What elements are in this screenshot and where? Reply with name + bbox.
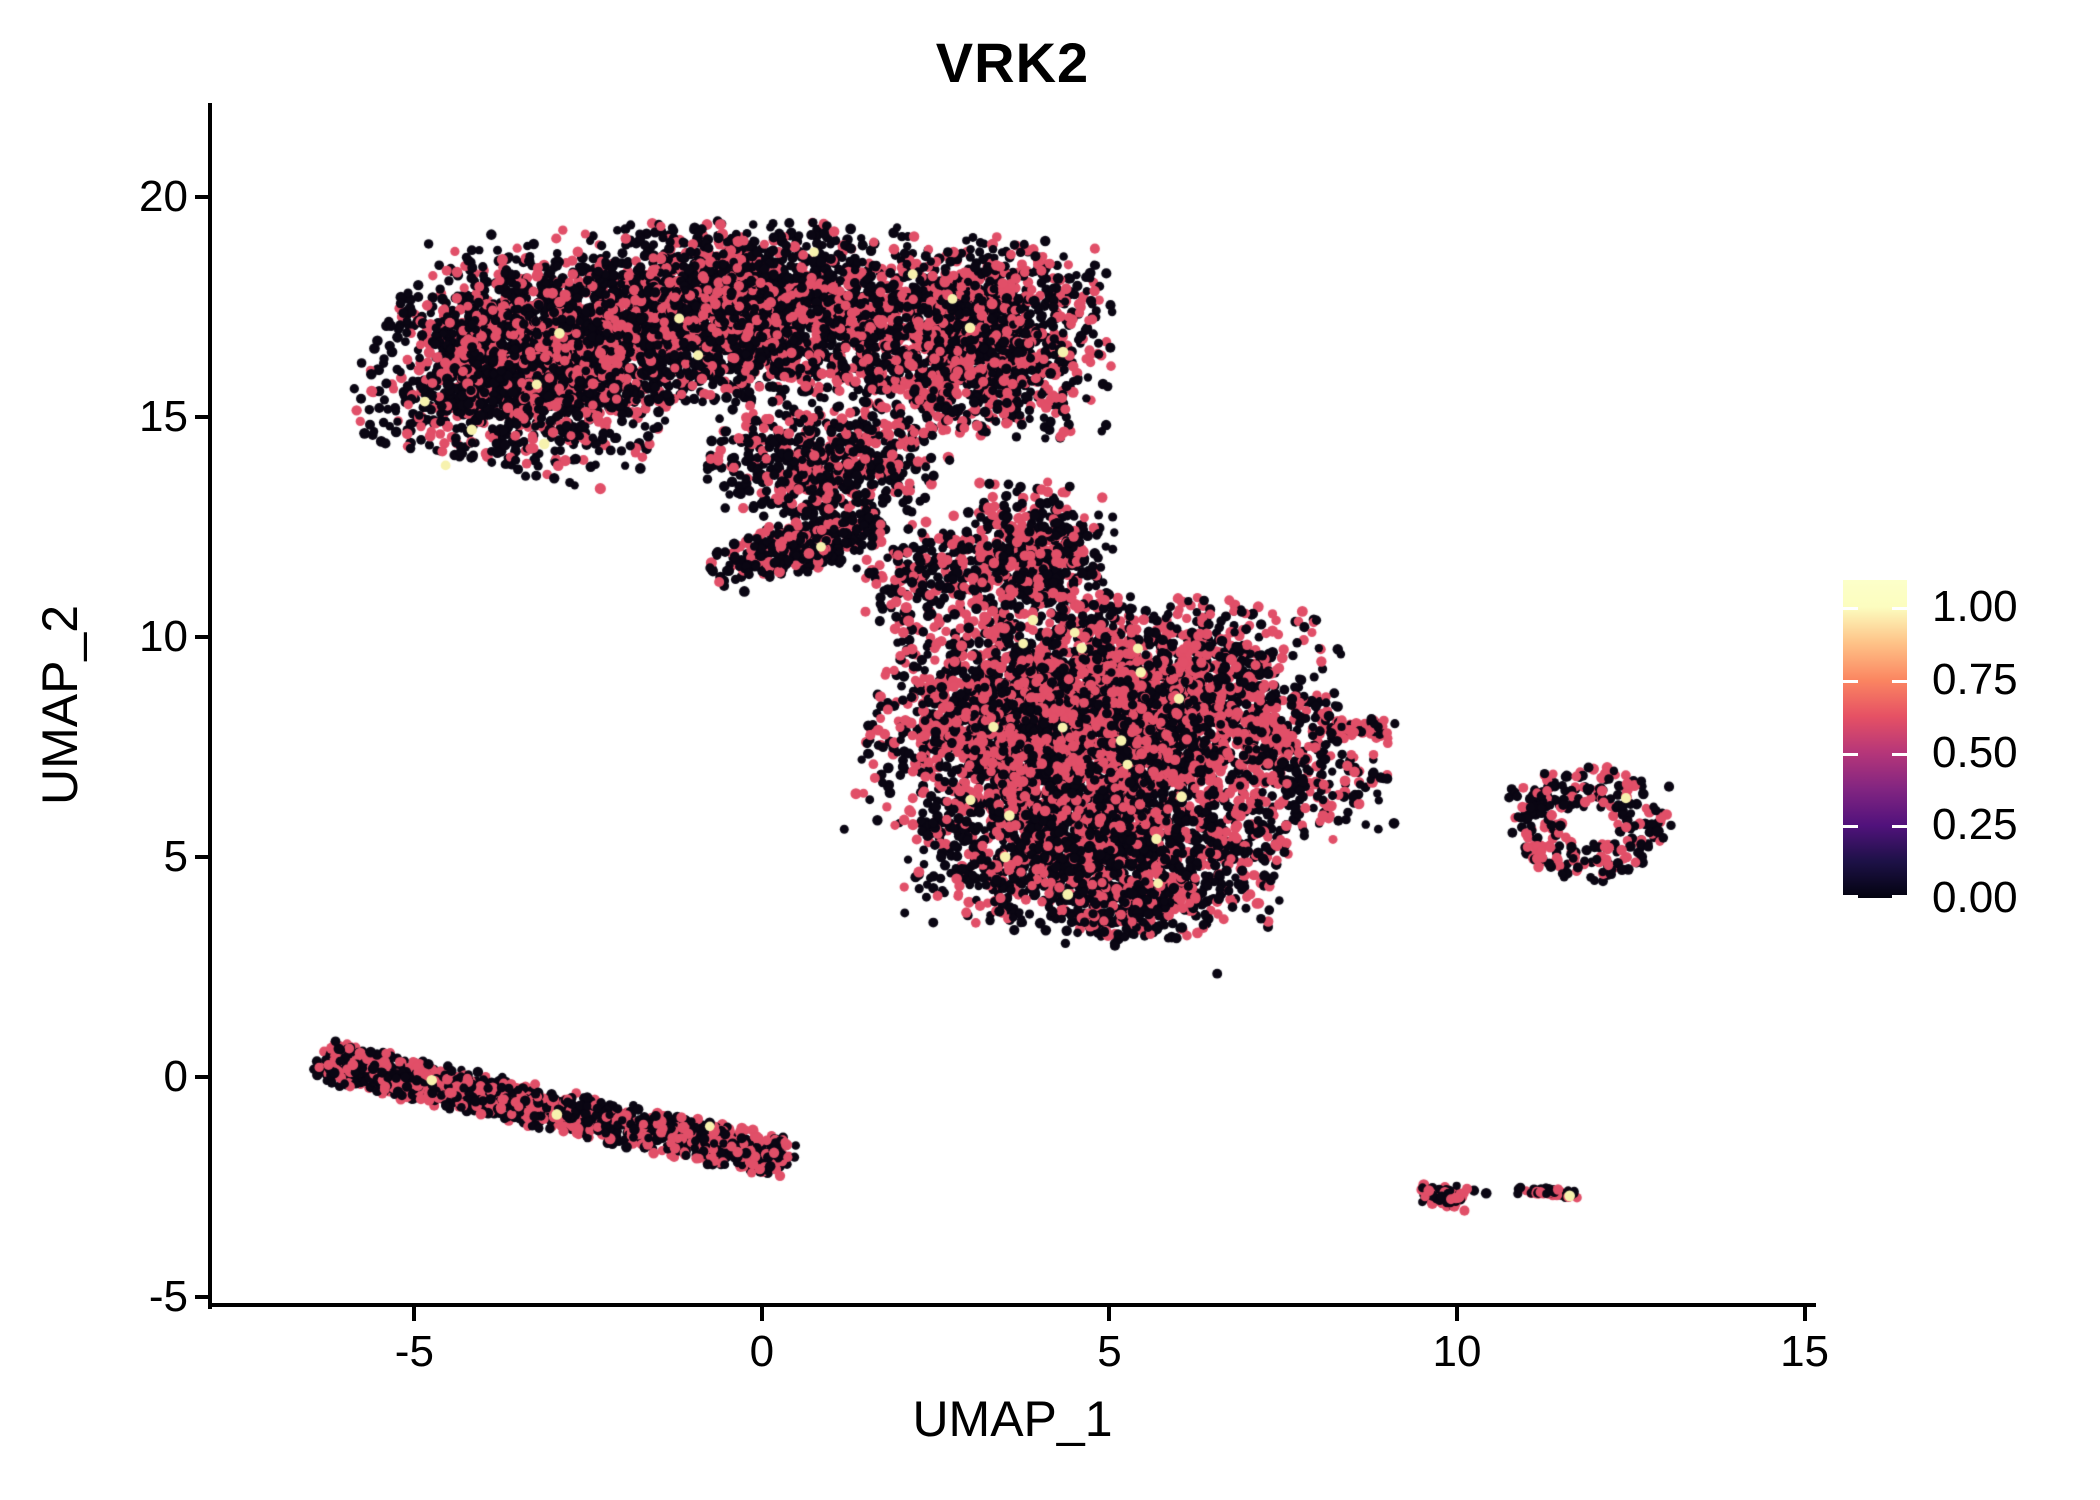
y-axis-line — [208, 103, 212, 1309]
x-tick-mark — [412, 1307, 417, 1321]
y-tick-label: 20 — [139, 171, 188, 221]
y-tick-label: 5 — [163, 832, 188, 882]
y-tick-mark — [195, 1075, 209, 1080]
colorbar-tick-mark — [1843, 825, 1858, 829]
y-tick-mark — [195, 635, 209, 639]
x-axis-title: UMAP_1 — [912, 1391, 1113, 1447]
colorbar-tick-mark — [1843, 607, 1858, 611]
y-tick-mark — [195, 855, 209, 860]
y-tick-label: 10 — [139, 612, 188, 661]
colorbar-tick-label: 1.00 — [1932, 582, 2018, 632]
colorbar-tick-mark — [1892, 895, 1907, 898]
x-tick-mark — [759, 1307, 764, 1321]
colorbar-tick-label: 0.25 — [1932, 800, 2018, 850]
colorbar-tick-mark — [1843, 679, 1858, 683]
y-tick-label: 0 — [163, 1052, 188, 1102]
colorbar-tick-mark — [1843, 895, 1858, 898]
y-tick-label: 15 — [139, 391, 188, 441]
colorbar-tick-label: 0.00 — [1932, 873, 2018, 922]
colorbar-tick-label: 0.75 — [1932, 654, 2018, 704]
colorbar-tick-mark — [1892, 679, 1907, 683]
y-tick-mark — [195, 1295, 209, 1300]
y-axis-title: UMAP_2 — [32, 604, 88, 806]
x-tick-mark — [1107, 1307, 1112, 1321]
x-axis-line — [208, 1303, 1816, 1307]
x-tick-label: 10 — [1432, 1327, 1482, 1376]
x-tick-mark — [1802, 1307, 1807, 1321]
colorbar-tick-mark — [1892, 607, 1907, 611]
plot-title: VRK2 — [935, 31, 1090, 94]
x-tick-label: -5 — [394, 1327, 434, 1376]
x-tick-mark — [1455, 1307, 1460, 1321]
colorbar-tick-mark — [1843, 752, 1858, 756]
colorbar-gradient — [1843, 580, 1907, 898]
y-tick-mark — [195, 194, 209, 199]
x-tick-label: 15 — [1780, 1327, 1830, 1376]
colorbar-tick-label: 0.50 — [1932, 727, 2018, 777]
x-tick-label: 0 — [749, 1327, 775, 1376]
y-tick-mark — [195, 414, 209, 419]
y-tick-label: -5 — [148, 1272, 188, 1322]
colorbar-tick-mark — [1892, 825, 1907, 829]
x-tick-label: 5 — [1097, 1327, 1122, 1376]
colorbar-tick-mark — [1892, 752, 1907, 756]
